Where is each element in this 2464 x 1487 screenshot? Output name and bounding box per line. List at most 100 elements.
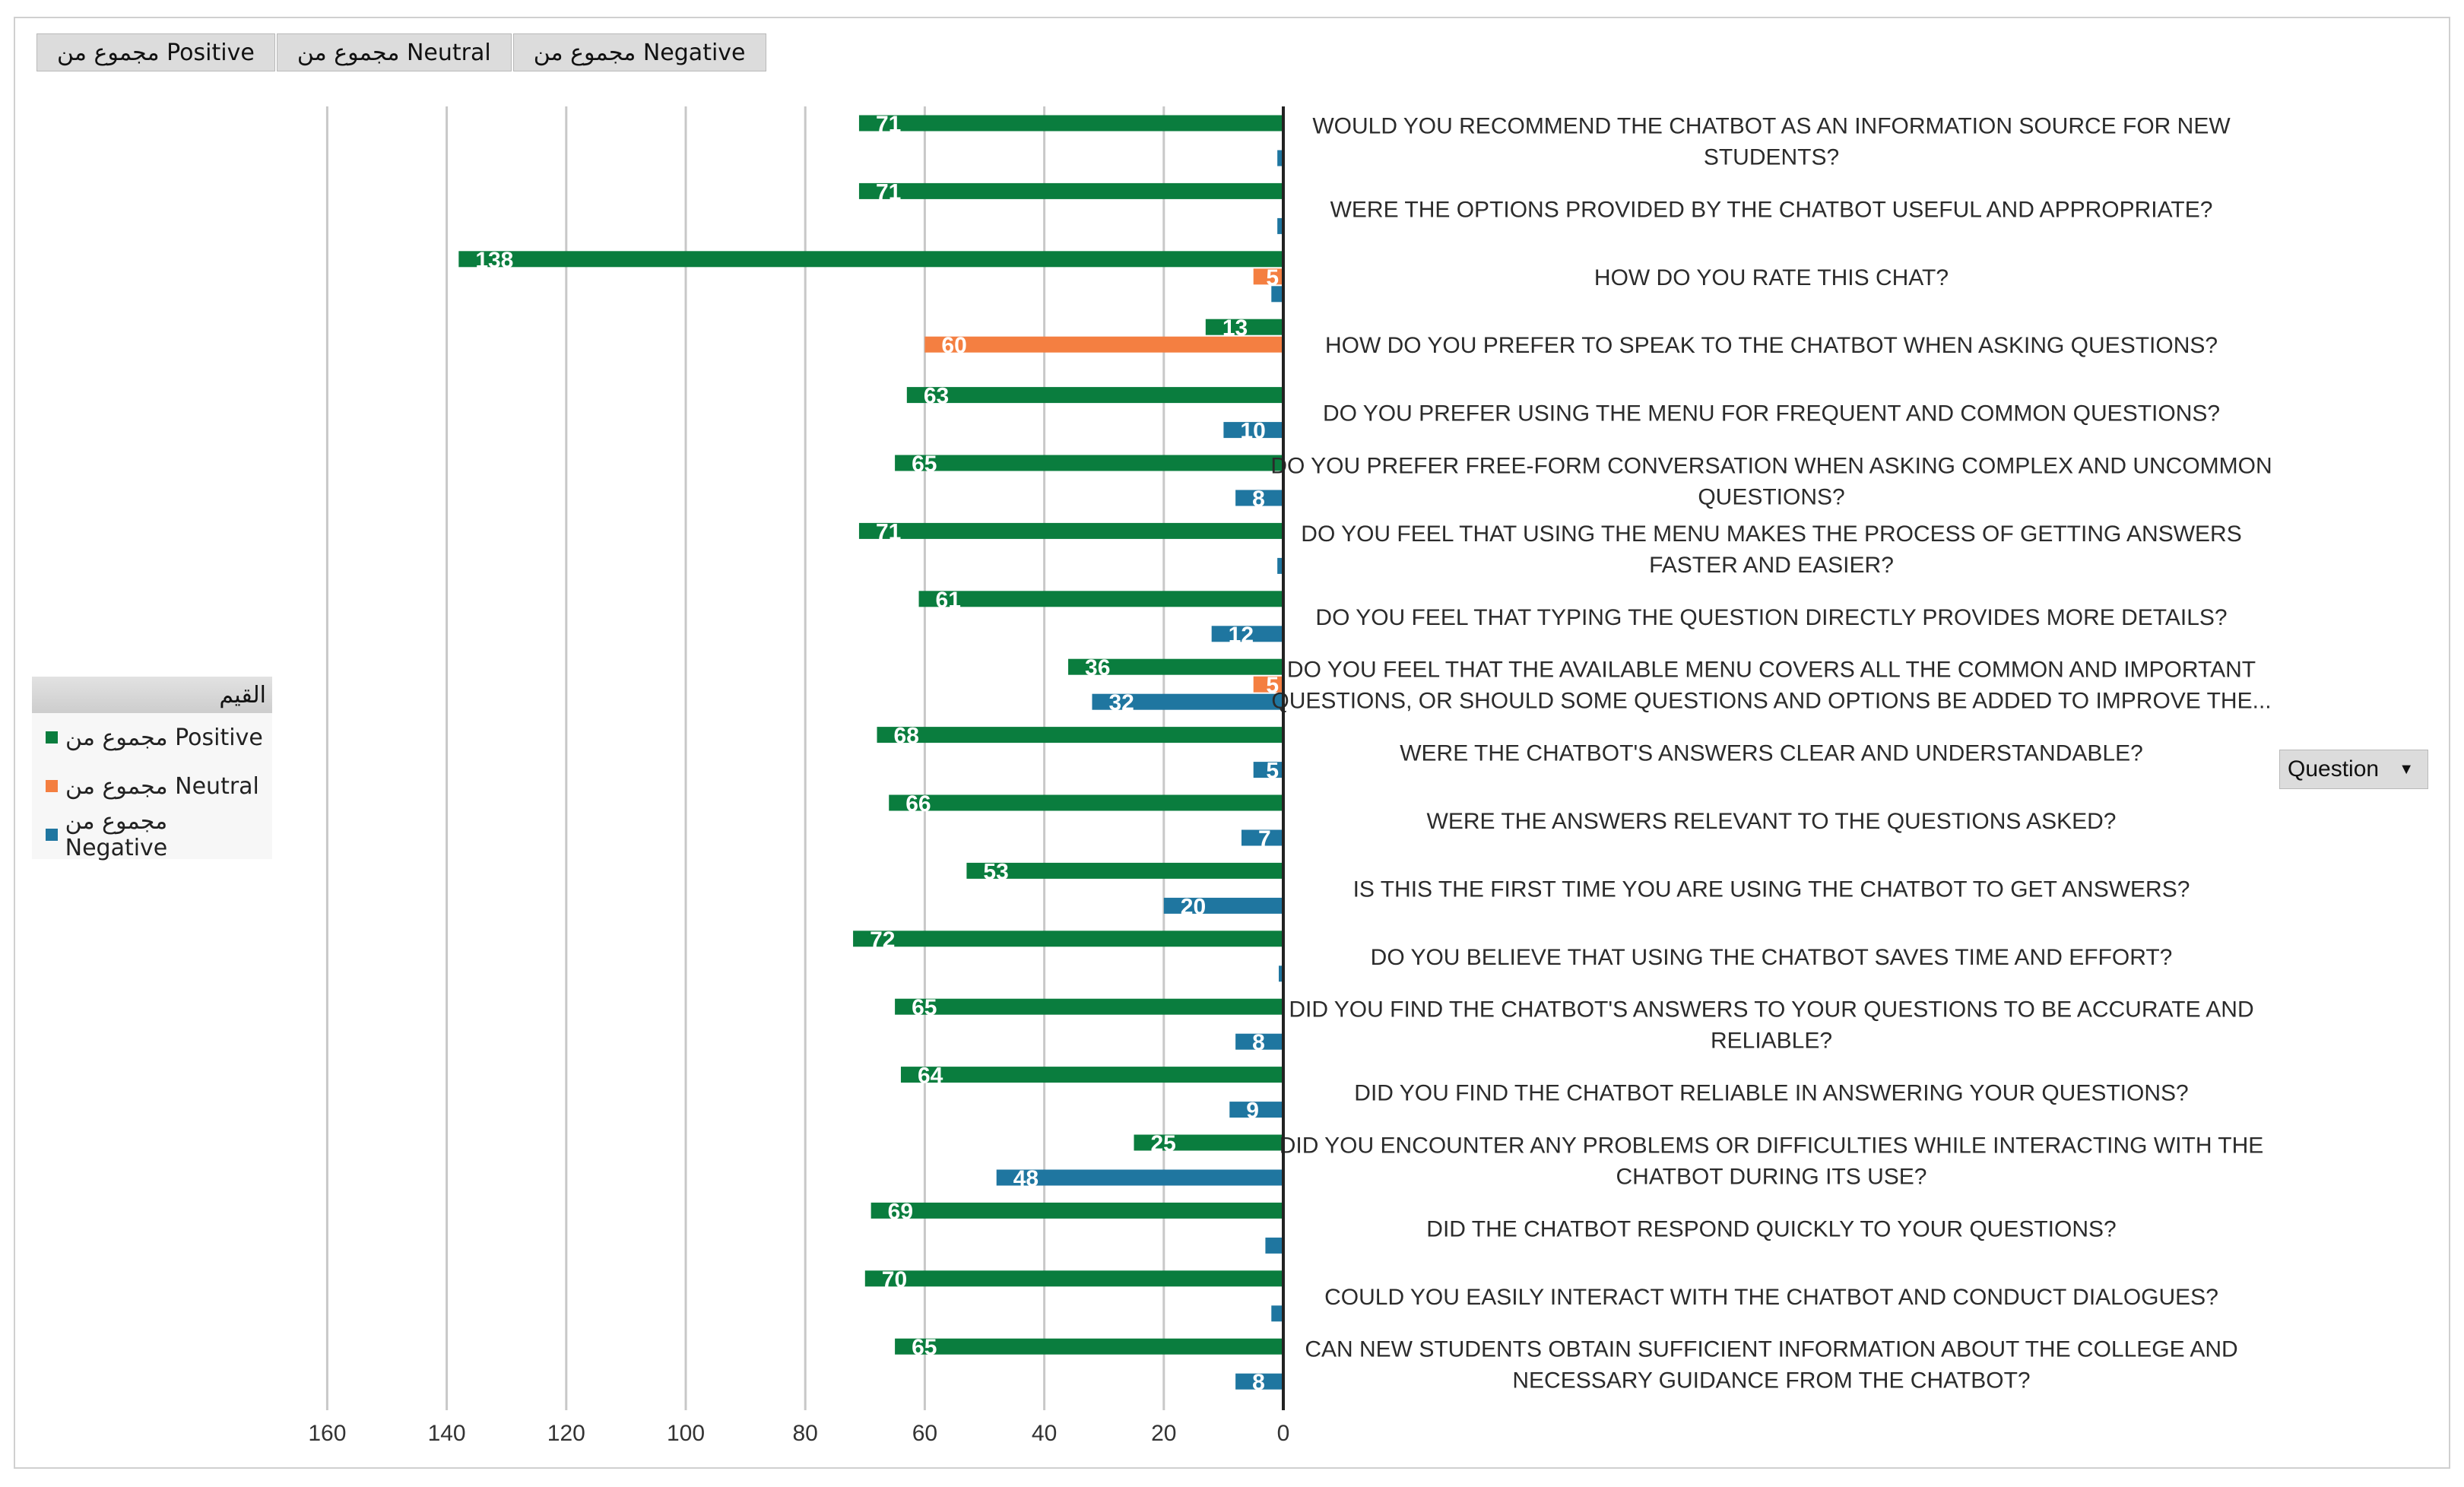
legend-swatch-positive [46,731,58,744]
category-label: CHATBOT DURING ITS USE? [1616,1165,1927,1190]
category-label: HOW DO YOU PREFER TO SPEAK TO THE CHATBO… [1325,333,2218,358]
data-label: 61 [936,588,961,613]
data-label: 64 [918,1064,943,1089]
category-label: DO YOU FEEL THAT TYPING THE QUESTION DIR… [1315,605,2227,630]
data-label: 69 [888,1199,913,1224]
data-label: 63 [924,384,949,409]
bar-positive [895,455,1283,471]
data-label: 138 [475,248,513,273]
bar-negative [1271,1305,1283,1322]
bar-negative [1163,897,1283,914]
bar-positive [853,931,1283,947]
legend-item-positive[interactable]: مجموع من Positive [32,713,272,762]
legend: القيم مجموع من Positive مجموع من Neutral… [32,677,272,861]
x-tick-label: 60 [912,1421,937,1446]
bar-positive [906,387,1283,404]
field-button-negative[interactable]: مجموع من Negative [512,33,766,71]
category-label: STUDENTS? [1704,145,1839,170]
category-label: HOW DO YOU RATE THIS CHAT? [1594,265,1949,290]
field-button-positive[interactable]: مجموع من Positive [36,33,275,71]
bar-positive [864,1270,1283,1287]
category-label: DO YOU PREFER USING THE MENU FOR FREQUEN… [1323,401,2220,426]
category-label: DID YOU FIND THE CHATBOT RELIABLE IN ANS… [1354,1081,2188,1106]
data-label: 36 [1085,655,1110,680]
data-label: 65 [912,995,937,1020]
bar-positive [1134,1134,1283,1151]
category-label: QUESTIONS? [1698,485,1844,510]
legend-item-negative[interactable]: مجموع من Negative [32,808,272,861]
bar-negative [1253,762,1283,778]
bar-neutral [924,336,1283,353]
legend-item-neutral[interactable]: مجموع من Neutral [32,762,272,810]
category-label: DID THE CHATBOT RESPOND QUICKLY TO YOUR … [1426,1216,2116,1241]
legend-swatch-negative [46,829,58,841]
bar-negative [1277,217,1283,234]
bar-negative [1235,490,1283,506]
bar-positive [858,522,1283,539]
data-label: 25 [1151,1131,1176,1156]
category-label: DID YOU ENCOUNTER ANY PROBLEMS OR DIFFIC… [1280,1133,2264,1159]
question-filter-dropdown[interactable]: Question ▼ [2279,750,2428,789]
data-label: 68 [894,724,919,749]
data-label: 12 [1229,623,1254,648]
x-tick-label: 20 [1151,1421,1176,1446]
data-label: 8 [1252,1030,1265,1055]
bar-negative [996,1169,1283,1186]
data-label: 65 [912,1335,937,1360]
data-label: 8 [1252,1370,1265,1395]
bar-positive [918,591,1283,607]
category-label: CAN NEW STUDENTS OBTAIN SUFFICIENT INFOR… [1305,1337,2237,1362]
bar-positive [895,998,1283,1015]
bar-positive [858,182,1283,199]
legend-swatch-neutral [46,780,58,792]
bar-negative [1277,557,1283,574]
data-label: 70 [882,1267,907,1292]
category-label: WERE THE OPTIONS PROVIDED BY THE CHATBOT… [1330,197,2213,222]
data-label: 20 [1181,894,1206,919]
legend-label-positive: مجموع من Positive [65,724,263,751]
bar-positive [858,115,1283,132]
field-button-neutral[interactable]: مجموع من Neutral [276,33,512,71]
bar-neutral [1253,676,1283,693]
x-tick-label: 120 [547,1421,585,1446]
category-label: IS THIS THE FIRST TIME YOU ARE USING THE… [1353,877,2190,902]
x-tick-label: 140 [428,1421,466,1446]
data-label: 65 [912,452,937,477]
bar-positive [895,1338,1283,1355]
bar-negative [1235,1033,1283,1050]
category-label: RELIABLE? [1711,1029,1832,1054]
x-tick-label: 40 [1032,1421,1057,1446]
data-label: 8 [1252,487,1265,512]
chevron-down-icon: ▼ [2399,760,2414,778]
field-button-bar: مجموع من Positive مجموع من Neutral مجموع… [36,33,768,71]
category-label: COULD YOU EASILY INTERACT WITH THE CHATB… [1324,1285,2218,1310]
data-label: 10 [1240,419,1265,444]
bar-positive [889,794,1283,811]
legend-label-neutral: مجموع من Neutral [65,772,259,800]
bar-positive [900,1067,1283,1083]
data-label: 66 [905,791,931,816]
bar-positive [966,862,1283,879]
category-label: WERE THE CHATBOT'S ANSWERS CLEAR AND UND… [1400,741,2143,766]
bar-negative [1265,1237,1283,1254]
bar-positive [1205,319,1283,335]
bar-negative [1092,693,1283,710]
data-label: 71 [876,519,901,544]
bar-positive [458,251,1283,268]
category-label: FASTER AND EASIER? [1649,553,1894,578]
data-label: 5 [1266,759,1279,784]
category-label: QUESTIONS, OR SHOULD SOME QUESTIONS AND … [1271,689,2271,714]
bar-negative [1271,286,1283,303]
bar-negative [1223,422,1283,439]
data-label: 53 [983,859,1008,884]
category-label: WERE THE ANSWERS RELEVANT TO THE QUESTIO… [1427,809,2117,834]
bar-negative [1235,1373,1283,1390]
bar-positive [870,1202,1283,1219]
data-label: 5 [1266,265,1279,290]
bar-negative [1279,965,1283,982]
category-label: DID YOU FIND THE CHATBOT'S ANSWERS TO YO… [1289,997,2253,1023]
bar-positive [1068,658,1283,675]
bar-negative [1277,150,1283,166]
data-label: 7 [1258,826,1271,851]
